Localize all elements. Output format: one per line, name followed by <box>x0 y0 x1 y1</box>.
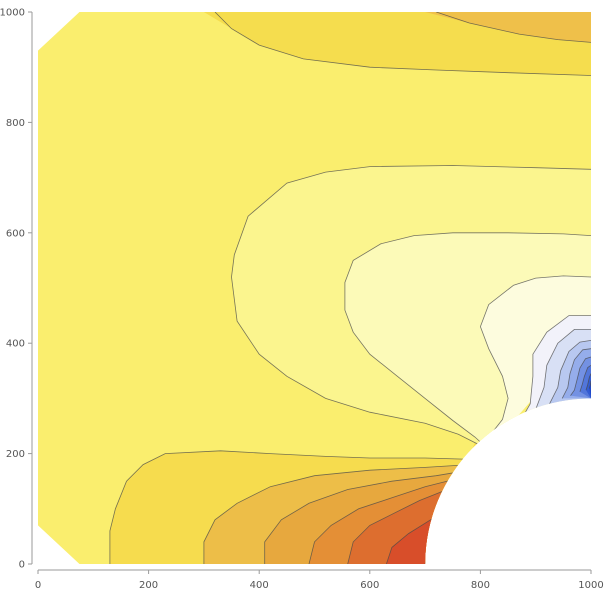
y-tick-label: 400 <box>6 339 25 350</box>
contour-line-c2 <box>436 12 591 43</box>
y-tick-label: 600 <box>6 228 25 239</box>
contour-line-c10 <box>570 356 591 396</box>
x-axis-ticks: 0 200 400 600 800 1000 <box>35 570 604 591</box>
x-tick-label: 1000 <box>578 580 603 591</box>
contour-line-c9 <box>561 348 591 399</box>
contour-line-c14 <box>109 450 487 564</box>
contour-line-c13 <box>588 380 591 389</box>
contour-line-c15 <box>203 450 487 564</box>
x-tick-label: 800 <box>471 580 490 591</box>
contour-band-12 <box>586 373 591 399</box>
y-axis-ticks: 0 200 400 600 800 1000 <box>0 8 32 571</box>
y-tick-label: 800 <box>6 118 25 129</box>
x-tick-label: 400 <box>250 580 269 591</box>
x-tick-label: 200 <box>139 580 158 591</box>
y-tick-label: 0 <box>19 560 25 571</box>
contour-bands <box>79 12 591 564</box>
axes: 0 200 400 600 800 1000 0 200 400 600 800 1000 <box>0 8 604 592</box>
contour-line-c8 <box>549 340 591 405</box>
contour-line-c5 <box>479 275 591 438</box>
plot-area <box>38 12 591 564</box>
contour-band-2 <box>425 12 591 43</box>
contour-line-c12 <box>585 373 591 391</box>
y-tick-label: 200 <box>6 449 25 460</box>
y-tick-label: 1000 <box>0 8 25 19</box>
x-tick-label: 0 <box>35 580 41 591</box>
contour-line-c3 <box>231 165 591 449</box>
x-tick-label: 600 <box>360 580 379 591</box>
contour-line-c1 <box>214 12 591 76</box>
contour-line-c4 <box>344 232 591 448</box>
contour-line-c11 <box>579 364 591 392</box>
